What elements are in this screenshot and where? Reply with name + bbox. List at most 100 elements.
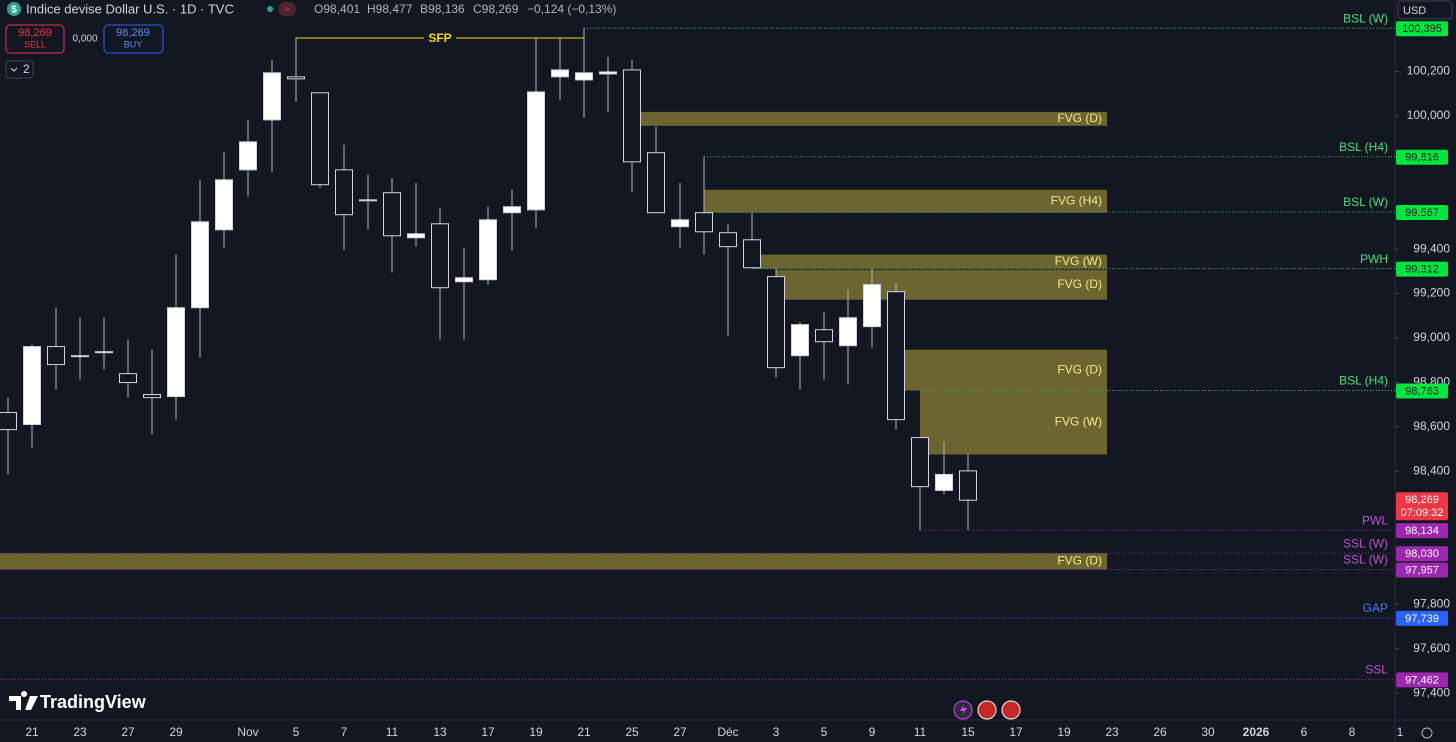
ohlc-item: B98,136 xyxy=(420,2,465,16)
ohlc-value: 98,136 xyxy=(428,2,465,16)
candle-body xyxy=(647,152,665,214)
candle-body xyxy=(455,277,473,283)
status-pill-glyph: ≈ xyxy=(284,5,290,16)
x-tick-label: 26 xyxy=(1153,725,1167,739)
sell-button[interactable] xyxy=(5,24,65,54)
level-tag xyxy=(1396,610,1448,626)
candle-body xyxy=(95,351,113,354)
ohlc-item: O98,401 xyxy=(314,2,360,16)
status-pill xyxy=(278,2,296,16)
level-tag-label: 99,567 xyxy=(1405,207,1439,219)
level-tag xyxy=(1396,261,1448,277)
y-tick-label: 97,800 xyxy=(1413,597,1450,611)
event-icon-glyph xyxy=(960,704,967,716)
level-name: PWH xyxy=(1360,252,1388,266)
x-tick-label: 21 xyxy=(25,725,39,739)
buy-button[interactable] xyxy=(103,24,164,54)
candle-body xyxy=(839,317,857,347)
candle-body xyxy=(119,373,137,384)
candle-body xyxy=(335,169,353,216)
symbol-title: Indice devise Dollar U.S. · 1D · TVC xyxy=(26,1,234,16)
level-tag-label: 99,312 xyxy=(1405,264,1439,276)
x-tick-label: 19 xyxy=(1057,725,1071,739)
sell-label: SELL xyxy=(24,39,46,49)
fvg-zone xyxy=(752,254,1107,269)
y-tick-label: 99,200 xyxy=(1413,286,1450,300)
buy-price: 98,269 xyxy=(116,27,150,39)
candle-body xyxy=(407,233,425,239)
sfp-label-bg xyxy=(424,30,456,45)
candle-body xyxy=(695,212,713,233)
candle-body xyxy=(47,346,65,366)
candle-body xyxy=(0,412,17,431)
y-tick-label: 100,200 xyxy=(1407,64,1451,78)
level-tag xyxy=(1396,149,1448,165)
symbol-icon xyxy=(7,2,21,16)
us-event-icon[interactable] xyxy=(1001,700,1021,720)
level-name: BSL (W) xyxy=(1343,11,1388,25)
candle-body xyxy=(599,71,617,75)
candle-body xyxy=(71,355,89,358)
currency-button[interactable] xyxy=(1397,0,1453,20)
x-tick-label: 9 xyxy=(869,725,876,739)
x-tick-label: 23 xyxy=(73,725,87,739)
level-tag xyxy=(1396,205,1448,221)
last-price-tag xyxy=(1396,492,1448,521)
plot: 97,40097,60097,80098,40098,60098,80099,0… xyxy=(0,11,1450,739)
level-tag-label: 100,395 xyxy=(1402,23,1442,35)
fvg-zone xyxy=(0,553,1107,570)
x-tick-label: 27 xyxy=(121,725,135,739)
fvg-zone xyxy=(920,390,1107,455)
y-tick-label: 99,400 xyxy=(1413,241,1450,255)
candle-body xyxy=(671,219,689,228)
ohlc-item: H98,477 xyxy=(367,2,413,16)
level-name: SSL xyxy=(1365,663,1388,677)
y-tick-label: 99,000 xyxy=(1413,330,1450,344)
level-tag xyxy=(1396,546,1448,562)
x-tick-label: 5 xyxy=(821,725,828,739)
level-name: BSL (W) xyxy=(1343,195,1388,209)
x-tick-label: 3 xyxy=(773,725,780,739)
x-tick-label: 1 xyxy=(1397,725,1404,739)
sfp-label: SFP xyxy=(428,31,451,45)
x-tick-label: 6 xyxy=(1301,725,1308,739)
fvg-zone xyxy=(704,189,1107,213)
level-name: SSL (W) xyxy=(1343,536,1388,550)
candle-body xyxy=(551,69,569,78)
ohlc-value: 98,401 xyxy=(323,2,360,16)
currency: USD xyxy=(1403,5,1426,17)
x-tick-label: 8 xyxy=(1349,725,1356,739)
candle-body xyxy=(239,141,257,171)
ohlc-item: C98,269 xyxy=(473,2,519,16)
indicators-toggle[interactable] xyxy=(5,60,34,79)
candle-body xyxy=(527,91,545,211)
chevron xyxy=(10,67,18,72)
candle-body xyxy=(287,76,305,80)
candle-body xyxy=(623,69,641,163)
logo: TradingView xyxy=(40,692,147,712)
level-name: BSL (H4) xyxy=(1339,140,1388,154)
candle-body xyxy=(167,307,185,398)
x-tick-label: 17 xyxy=(1009,725,1023,739)
fvg-label: FVG (H4) xyxy=(1051,193,1102,207)
x-tick-label: 11 xyxy=(914,725,927,739)
candle-body xyxy=(143,394,161,399)
x-tick-label: 25 xyxy=(625,725,639,739)
level-tag-label: 98,030 xyxy=(1405,548,1439,560)
level-name: GAP xyxy=(1363,601,1388,615)
level-tag xyxy=(1396,562,1448,578)
sell-price: 98,269 xyxy=(18,27,52,39)
x-tick-label: 13 xyxy=(433,725,447,739)
x-tick-label: 29 xyxy=(169,725,183,739)
us-event-icon[interactable] xyxy=(977,700,997,720)
level-tag-label: 98,763 xyxy=(1405,385,1439,397)
settings-icon[interactable] xyxy=(1421,727,1433,739)
x-tick-label: 19 xyxy=(529,725,543,739)
candle-body xyxy=(791,324,809,357)
market-status xyxy=(267,6,273,12)
candle-body xyxy=(815,329,833,343)
countdown: 07:09:32 xyxy=(1401,507,1444,519)
